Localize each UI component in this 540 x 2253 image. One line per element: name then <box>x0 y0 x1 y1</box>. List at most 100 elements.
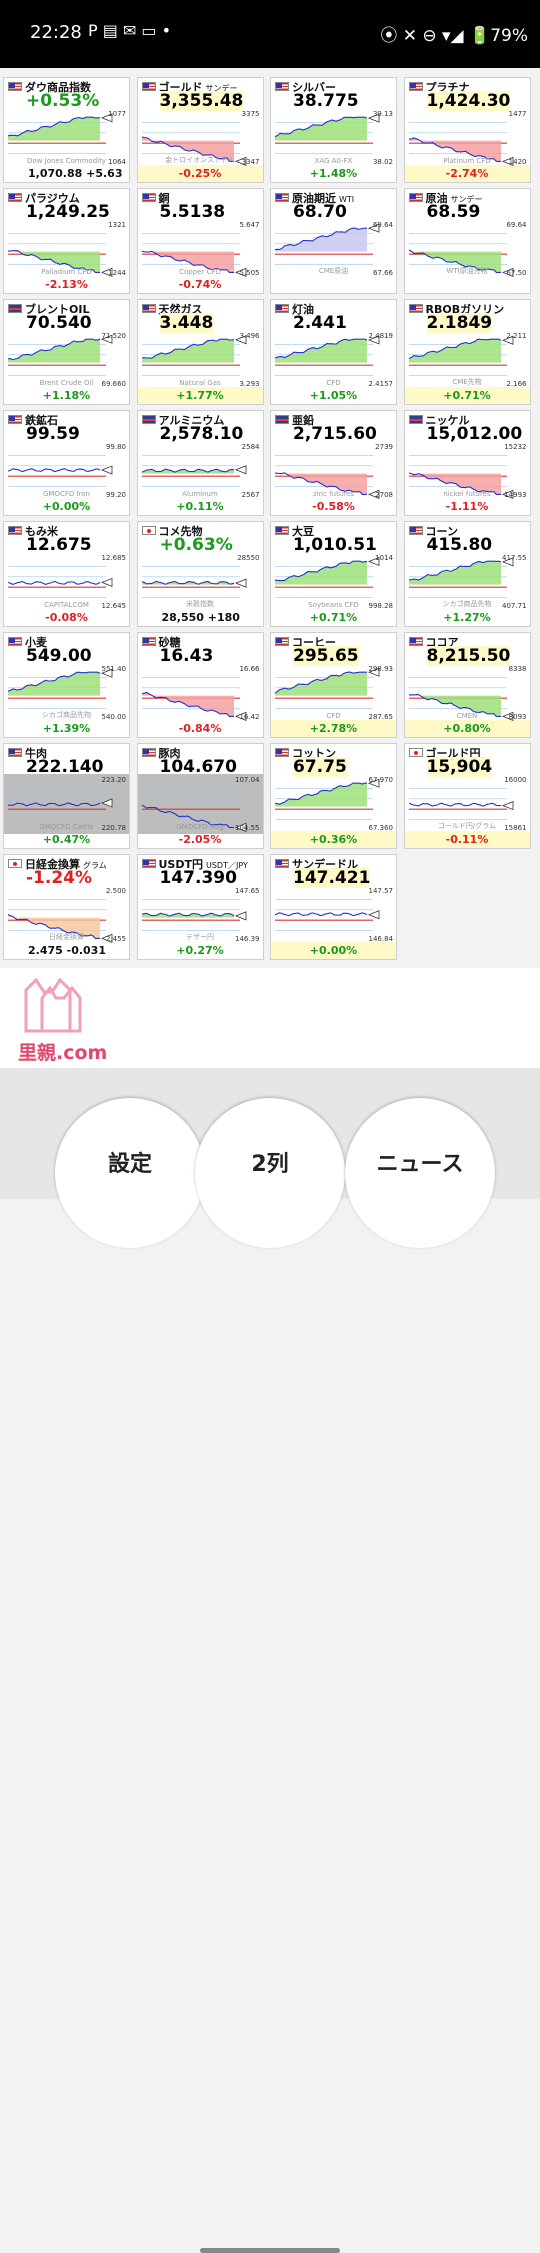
tile-high: 417.55 <box>502 554 527 562</box>
flag-us-icon <box>141 193 156 202</box>
tile-name: ゴールド サンデー <box>158 81 238 94</box>
tile-price: 15,012.00 <box>426 424 523 444</box>
settings-button[interactable]: 設定 <box>55 1098 205 1248</box>
flag-us-icon <box>408 304 423 313</box>
market-tile[interactable]: アルミニウム 2,578.10 2584 2567 Aluminum +0.11% <box>136 410 264 516</box>
tile-price: 415.80 <box>426 535 493 555</box>
columns-button[interactable]: 2列 <box>195 1098 345 1248</box>
tile-source: Brent Crude Oil <box>39 379 94 387</box>
tile-high: 3.496 <box>239 332 260 340</box>
tile-low: 3347 <box>241 158 260 166</box>
market-tile[interactable]: USDT円 USDT／JPY 147.390 147.65 146.39 テザー円 +0.2… <box>136 854 264 960</box>
columns-label: 2列 <box>251 1152 289 1177</box>
market-tile[interactable]: 灯油 2.441 2.4819 2.4157 CFD +1.05% <box>270 299 397 405</box>
tile-source: 米穀指数 <box>186 600 214 608</box>
market-tile[interactable]: ニッケル 15,012.00 15232 14993 nickel futures -1.… <box>403 410 531 516</box>
flag-uk-icon <box>275 415 289 424</box>
price-chart <box>4 774 129 834</box>
system-icons: ⦿ ✕ ⊖ ▾◢ 🔋79% <box>380 26 528 46</box>
tile-low: 14993 <box>504 491 527 499</box>
market-tile[interactable]: 原油 サンデー 68.59 69.64 67.50 WTI原油先物 <box>403 188 531 294</box>
market-tile[interactable]: ココア 8,215.50 8338 8093 CMEN +0.80% <box>403 632 531 738</box>
tile-low: 12.645 <box>101 602 127 610</box>
tile-change: +1.48% <box>309 167 358 180</box>
tile-price: 147.421 <box>293 868 371 888</box>
market-tile[interactable]: 砂糖 16.43 16.66 16.42 -0.84% <box>136 632 264 738</box>
tile-source: Platinum CFD <box>443 157 491 165</box>
tile-low: 5.505 <box>239 269 260 277</box>
market-tile[interactable]: RBOBガソリン 2.1849 2.211 2.166 CME先物 +0.71% <box>403 299 531 405</box>
market-tile[interactable]: ゴールド円 15,904 16000 15861 ゴールド円/グラム -0.11% <box>403 743 531 849</box>
tile-source: CME原油 <box>318 267 349 275</box>
tile-price: 1,424.30 <box>426 91 511 111</box>
market-tile[interactable]: コットン 67.75 67.970 67.360 +0.36% <box>270 743 397 849</box>
flag-us-icon <box>275 304 289 313</box>
tile-high: 2.211 <box>506 332 527 340</box>
tile-name: プラチナ <box>425 81 470 94</box>
ad-banner[interactable]: 里親.com <box>0 968 540 1068</box>
flag-uk-icon <box>408 415 423 424</box>
market-tile[interactable]: もみ米 12.675 12.685 12.645 CAPITALCOM -0.08% <box>3 521 130 627</box>
price-chart <box>404 122 530 182</box>
flag-us-icon <box>275 526 289 535</box>
price-chart <box>141 677 246 721</box>
tile-name: 原油期近 WTI <box>292 192 355 205</box>
tile-name: もみ米 <box>25 525 58 538</box>
tile-name: 原油 サンデー <box>425 192 483 205</box>
flag-us-icon <box>8 415 22 424</box>
price-chart <box>7 455 113 487</box>
price-chart <box>274 556 380 598</box>
flag-us-icon <box>408 637 423 646</box>
news-button[interactable]: ニュース <box>345 1098 495 1248</box>
tile-low: 2567 <box>241 491 260 499</box>
tile-high: 8338 <box>508 665 527 673</box>
market-tile[interactable]: ブレントOIL 70.540 71.520 69.660 Brent Crude Oil… <box>3 299 130 405</box>
flag-us-icon <box>408 526 423 535</box>
tile-low: 8093 <box>508 713 527 721</box>
flag-jp-icon <box>8 859 22 868</box>
price-chart <box>408 233 513 277</box>
market-tile[interactable]: コーン 415.80 417.55 407.71 シカゴ商品先物 +1.27% <box>403 521 531 627</box>
tile-low: 998.28 <box>368 602 394 610</box>
market-tile[interactable]: 原油期近 WTI 68.70 69.64 67.66 CME原油 <box>270 188 397 294</box>
tile-source: 日経金換算 <box>49 933 84 941</box>
tile-name: コーヒー <box>292 636 336 649</box>
tile-name: ブレントOIL <box>25 303 90 316</box>
market-tile[interactable]: サンデードル 147.421 147.57 146.84 +0.00% <box>270 854 397 960</box>
flag-us-icon <box>8 526 22 535</box>
tile-source: Aluminum <box>182 490 218 498</box>
price-chart <box>141 566 246 598</box>
market-tile[interactable]: 亜鉛 2,715.60 2739 2708 zinc futures -0.58% <box>270 410 397 516</box>
tile-source: Natural Gas <box>179 379 221 387</box>
market-tile[interactable]: 牛肉 222.140 223.20 220.78 GMOCFD Cattle +0.47% <box>3 743 130 849</box>
market-tile[interactable]: ダウ商品指数 +0.53% 1077 1064 Dow Jones Commodity 1… <box>3 77 130 183</box>
market-tile[interactable]: シルバー 38.775 39.13 38.02 XAG A0-FX +1.48% <box>270 77 397 183</box>
market-tile[interactable]: 銅 5.5138 5.647 5.505 Copper CFD -0.74% <box>136 188 264 294</box>
tile-name: ダウ商品指数 <box>25 81 91 94</box>
market-tile[interactable]: 大豆 1,010.51 1014 998.28 Soybeans CFD +0.71% <box>270 521 397 627</box>
flag-us-icon <box>141 859 156 868</box>
tile-price: 8,215.50 <box>426 646 511 666</box>
tile-price: 2,715.60 <box>293 424 377 444</box>
market-tile[interactable]: ゴールド サンデー 3,355.48 3375 3347 金トロイオンス / ドル -0.2… <box>136 77 264 183</box>
tile-price: 5.5138 <box>159 202 226 222</box>
market-tile[interactable]: コーヒー 295.65 298.93 287.65 CFD +2.78% <box>270 632 397 738</box>
market-tile[interactable]: 天然ガス 3.448 3.496 3.293 Natural Gas +1.77% <box>136 299 264 405</box>
market-tile[interactable]: パラジウム 1,249.25 1321 1244 Palladium CFD -2.13% <box>3 188 130 294</box>
price-chart <box>404 335 530 404</box>
bottom-nav: 設定 2列 ニュース <box>0 1068 540 2253</box>
market-tile[interactable]: コメ先物 +0.63% 28550 米穀指数 28,550 +180 <box>136 521 264 627</box>
market-tile[interactable]: 鉄鉱石 99.59 99.80 99.20 GMOCFD Iron +0.00% <box>3 410 130 516</box>
market-tile[interactable]: 日経金換算 グラム -1.24% 2.500 2.455 日経金換算 2.475 -0.03… <box>3 854 130 960</box>
price-chart <box>274 223 380 265</box>
tile-source: CMEN <box>456 712 478 720</box>
tile-price: 2.441 <box>293 313 347 333</box>
tile-name: シルバー <box>292 81 336 94</box>
tile-low: 67.50 <box>506 269 527 277</box>
market-tile[interactable]: プラチナ 1,424.30 1477 1420 Platinum CFD -2.74% <box>403 77 531 183</box>
tile-source: シカゴ商品先物 <box>442 600 492 608</box>
tile-low: 67.360 <box>368 824 394 832</box>
flag-us-icon <box>8 748 22 757</box>
market-tile[interactable]: 小麦 549.00 551.40 540.00 シカゴ商品先物 +1.39% <box>3 632 130 738</box>
market-tile[interactable]: 豚肉 104.670 107.04 104.55 GMOCFD Hog -2.05% <box>136 743 264 849</box>
